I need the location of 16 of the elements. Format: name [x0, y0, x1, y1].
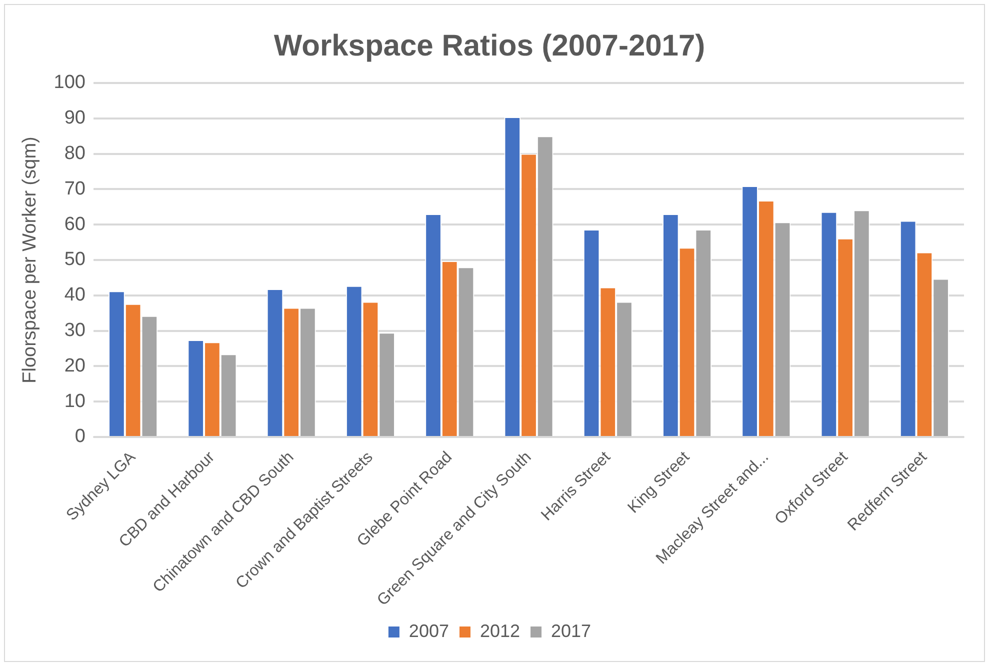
- y-tick-label: 30: [64, 320, 86, 342]
- legend-label: 2017: [551, 620, 592, 641]
- y-tick-label: 40: [64, 284, 86, 306]
- y-tick-label: 50: [64, 249, 86, 270]
- y-axis-title: Floorspace per Worker (sqm): [20, 136, 41, 384]
- y-tick-label: 90: [64, 108, 86, 129]
- y-tick-label: 80: [64, 143, 86, 164]
- y-tick-label: 60: [64, 214, 86, 235]
- legend-label: 2007: [408, 620, 449, 641]
- legend-label: 2012: [480, 620, 520, 641]
- y-tick-label: 10: [64, 390, 86, 412]
- y-tick-label: 0: [74, 426, 86, 448]
- chart-title: Workspace Ratios (2007-2017): [274, 29, 706, 62]
- y-tick-label: 70: [64, 178, 86, 200]
- y-tick-label: 20: [64, 355, 86, 376]
- y-tick-label: 100: [54, 72, 86, 94]
